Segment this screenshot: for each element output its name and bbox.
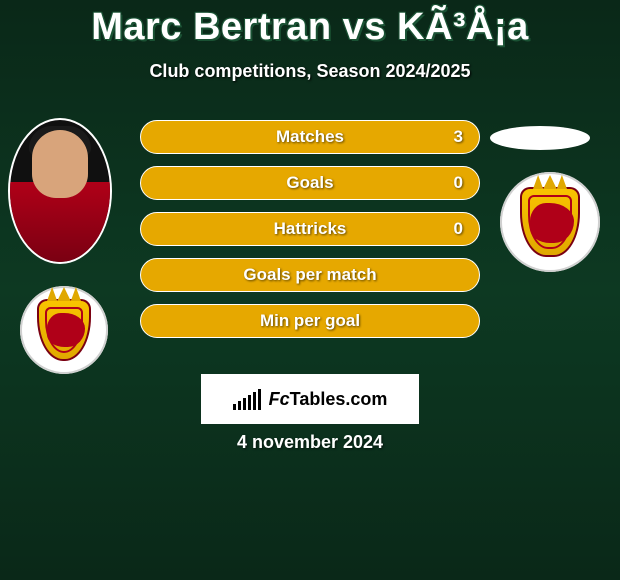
branding-suffix: Tables.com — [290, 389, 388, 409]
stat-value: 0 — [439, 173, 463, 193]
date-text: 4 november 2024 — [0, 432, 620, 453]
stat-label: Min per goal — [157, 311, 463, 331]
player-left-photo — [8, 118, 112, 264]
stat-label: Hattricks — [181, 219, 439, 239]
stat-row-goals: Goals 0 — [140, 166, 480, 200]
team-badge-right — [500, 172, 600, 272]
page-subtitle: Club competitions, Season 2024/2025 — [0, 61, 620, 82]
stat-row-min-per-goal: Min per goal — [140, 304, 480, 338]
stat-label: Goals — [181, 173, 439, 193]
stats-list: Matches 3 Goals 0 Hattricks 0 Goals per … — [140, 120, 480, 338]
branding-text: FcTables.com — [269, 389, 388, 410]
stat-value: 3 — [439, 127, 463, 147]
stat-row-goals-per-match: Goals per match — [140, 258, 480, 292]
chart-icon — [233, 388, 261, 410]
branding-box: FcTables.com — [201, 374, 419, 424]
page-title: Marc Bertran vs KÃ³Å¡a — [0, 0, 620, 49]
player-right-placeholder — [490, 126, 590, 150]
team-badge-left — [20, 286, 108, 374]
stat-row-hattricks: Hattricks 0 — [140, 212, 480, 246]
stat-value: 0 — [439, 219, 463, 239]
stat-row-matches: Matches 3 — [140, 120, 480, 154]
branding-prefix: Fc — [269, 389, 290, 409]
stat-label: Matches — [181, 127, 439, 147]
stat-label: Goals per match — [157, 265, 463, 285]
